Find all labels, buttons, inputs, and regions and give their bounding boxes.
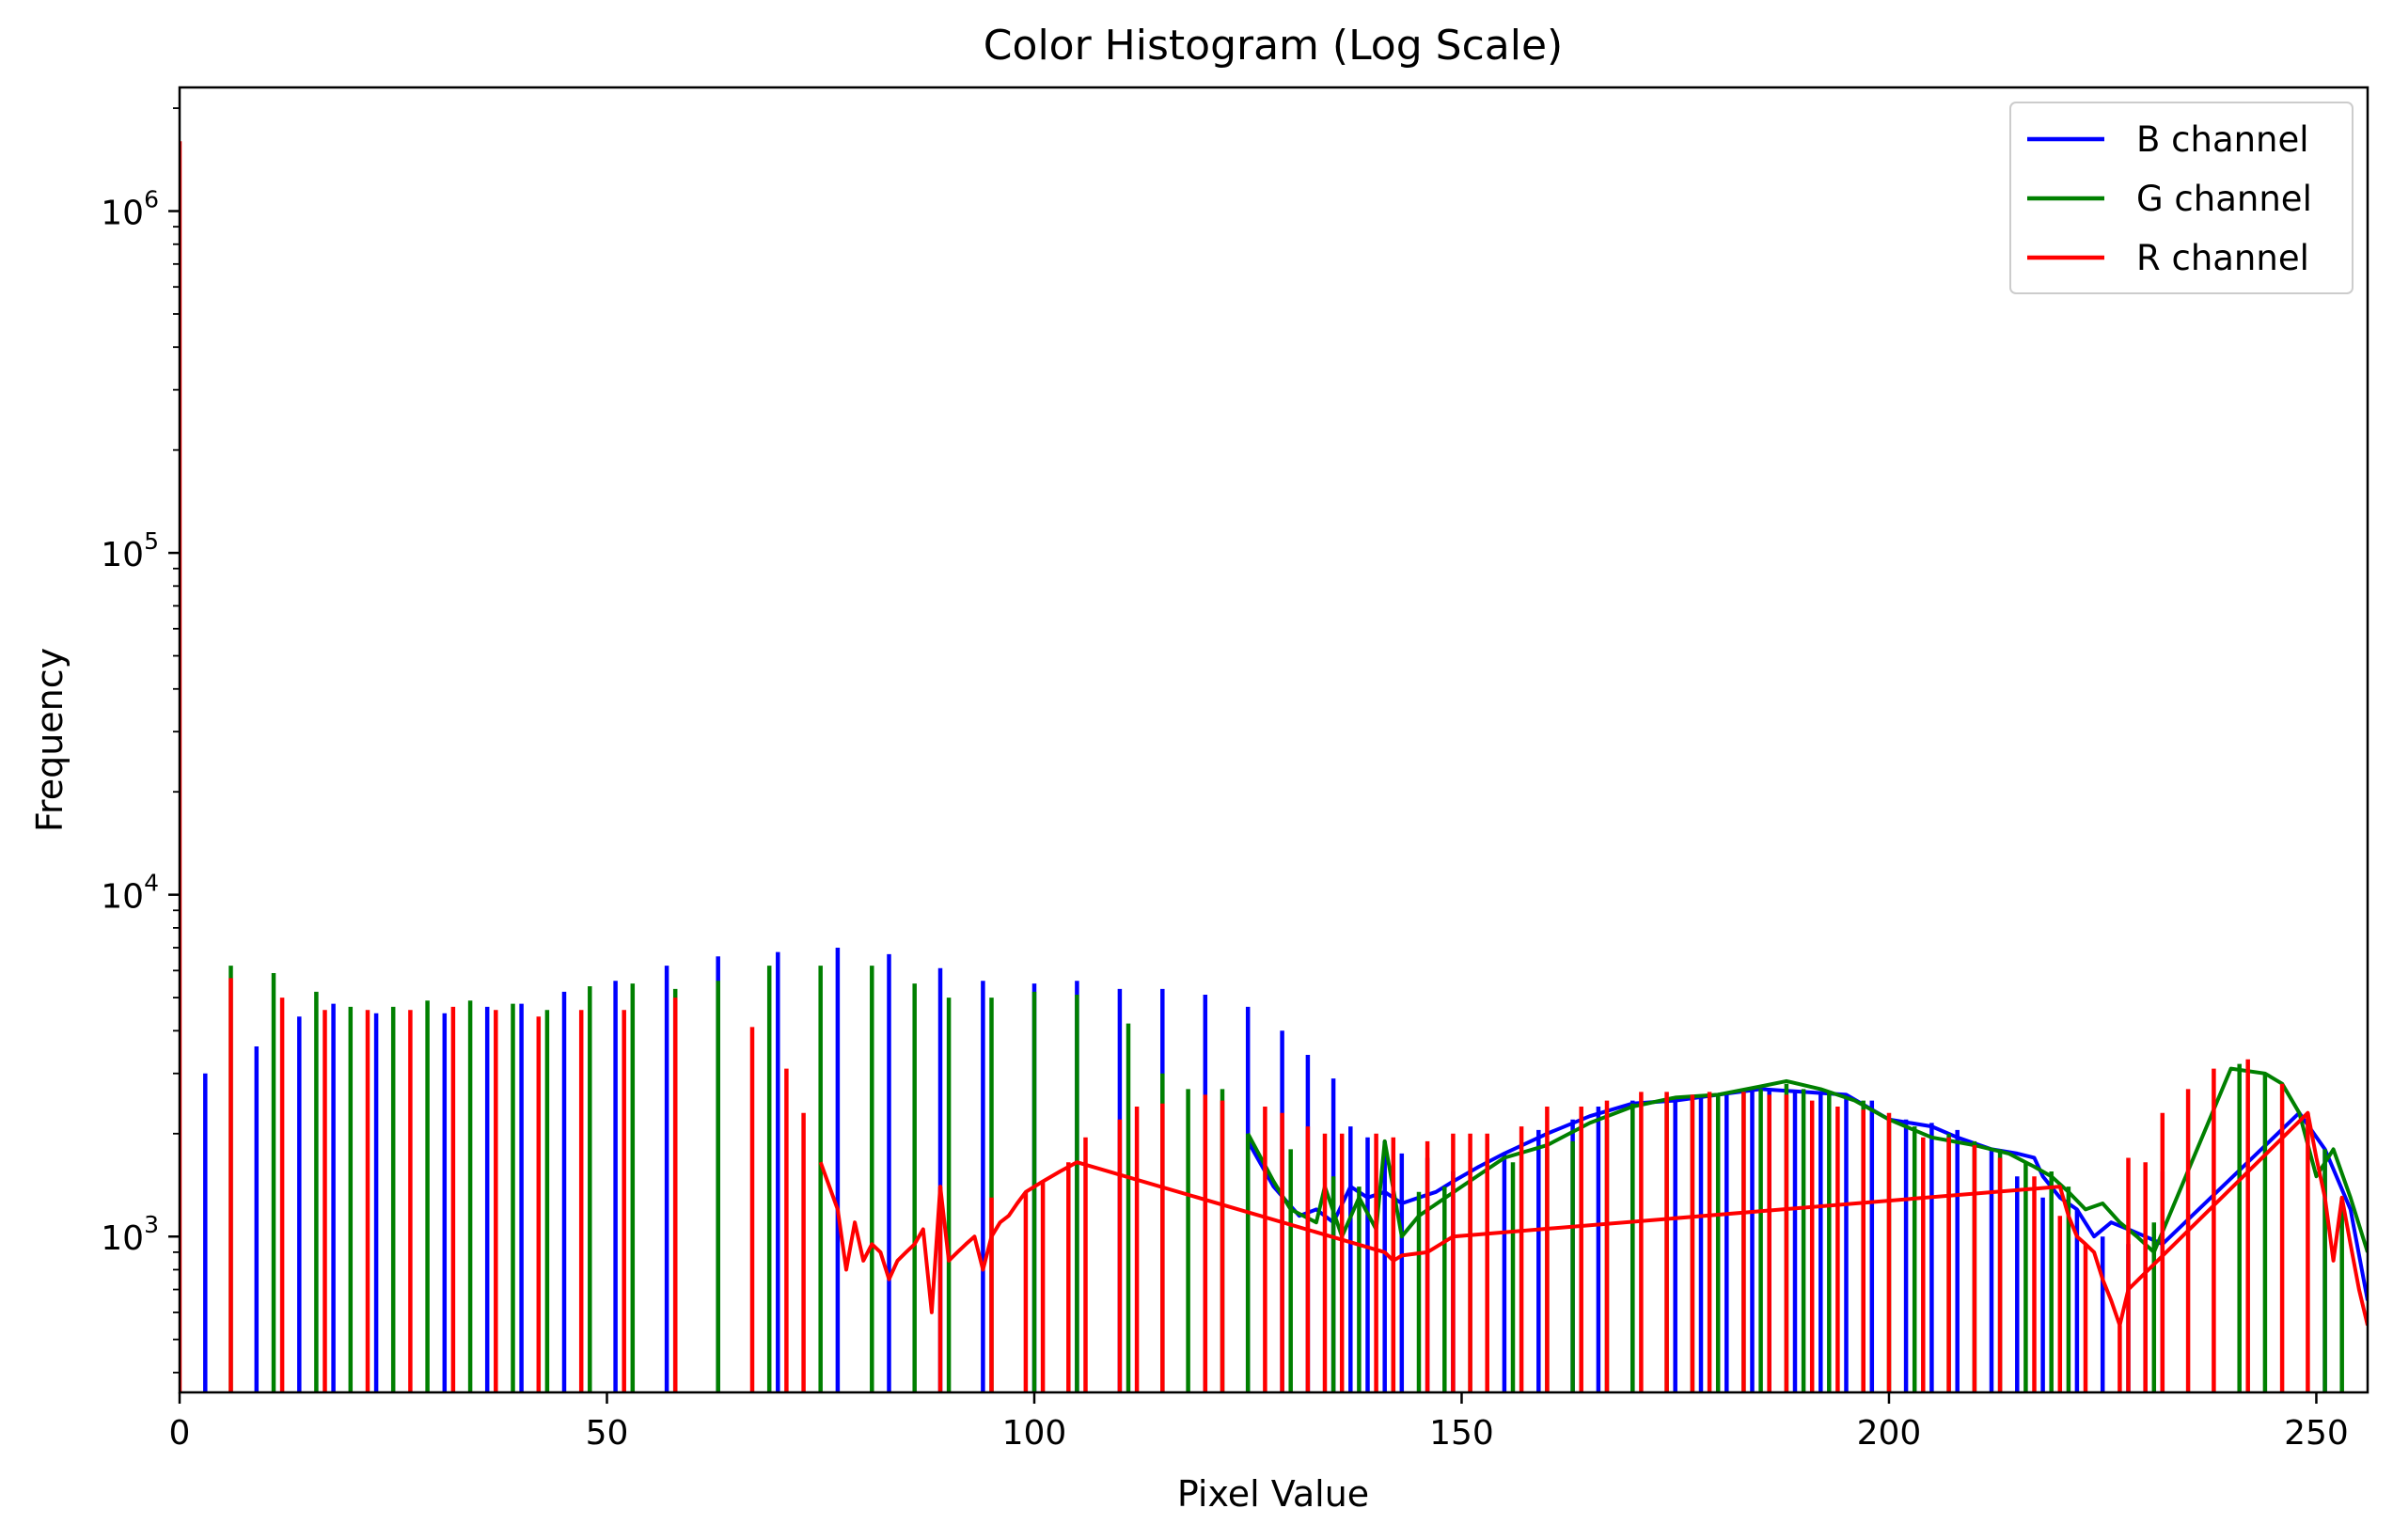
x-tick-label: 100 — [1002, 1414, 1067, 1453]
legend-label-2: R channel — [2136, 238, 2309, 278]
x-axis-label: Pixel Value — [1177, 1473, 1369, 1515]
legend-label-1: G channel — [2136, 179, 2312, 219]
y-tick-label: 105 — [101, 527, 159, 574]
y-tick-label: 103 — [101, 1211, 159, 1258]
x-tick-label: 0 — [169, 1414, 191, 1453]
y-axis: 103 104 105 106 — [101, 107, 180, 1374]
y-axis-label: Frequency — [29, 648, 71, 832]
series-2-line — [818, 1110, 2368, 1328]
legend: B channel G channel R channel — [2009, 102, 2354, 294]
series-layer — [180, 141, 2368, 1392]
series-2 — [180, 141, 2368, 1392]
x-tick-label: 150 — [1429, 1414, 1494, 1453]
x-tick-label: 200 — [1857, 1414, 1922, 1453]
chart-title: Color Histogram (Log Scale) — [984, 22, 1563, 70]
plot-frame — [178, 86, 2369, 1394]
y-tick-label: 106 — [101, 186, 159, 233]
x-tick-label: 250 — [2284, 1414, 2349, 1453]
x-tick-label: 50 — [586, 1414, 629, 1453]
x-axis: 0 50 100 150 200 250 — [169, 1392, 2349, 1453]
series-1-line — [1246, 1066, 2368, 1254]
y-tick-label: 104 — [101, 870, 159, 917]
legend-box — [2009, 102, 2354, 294]
legend-label-0: B channel — [2136, 119, 2309, 160]
